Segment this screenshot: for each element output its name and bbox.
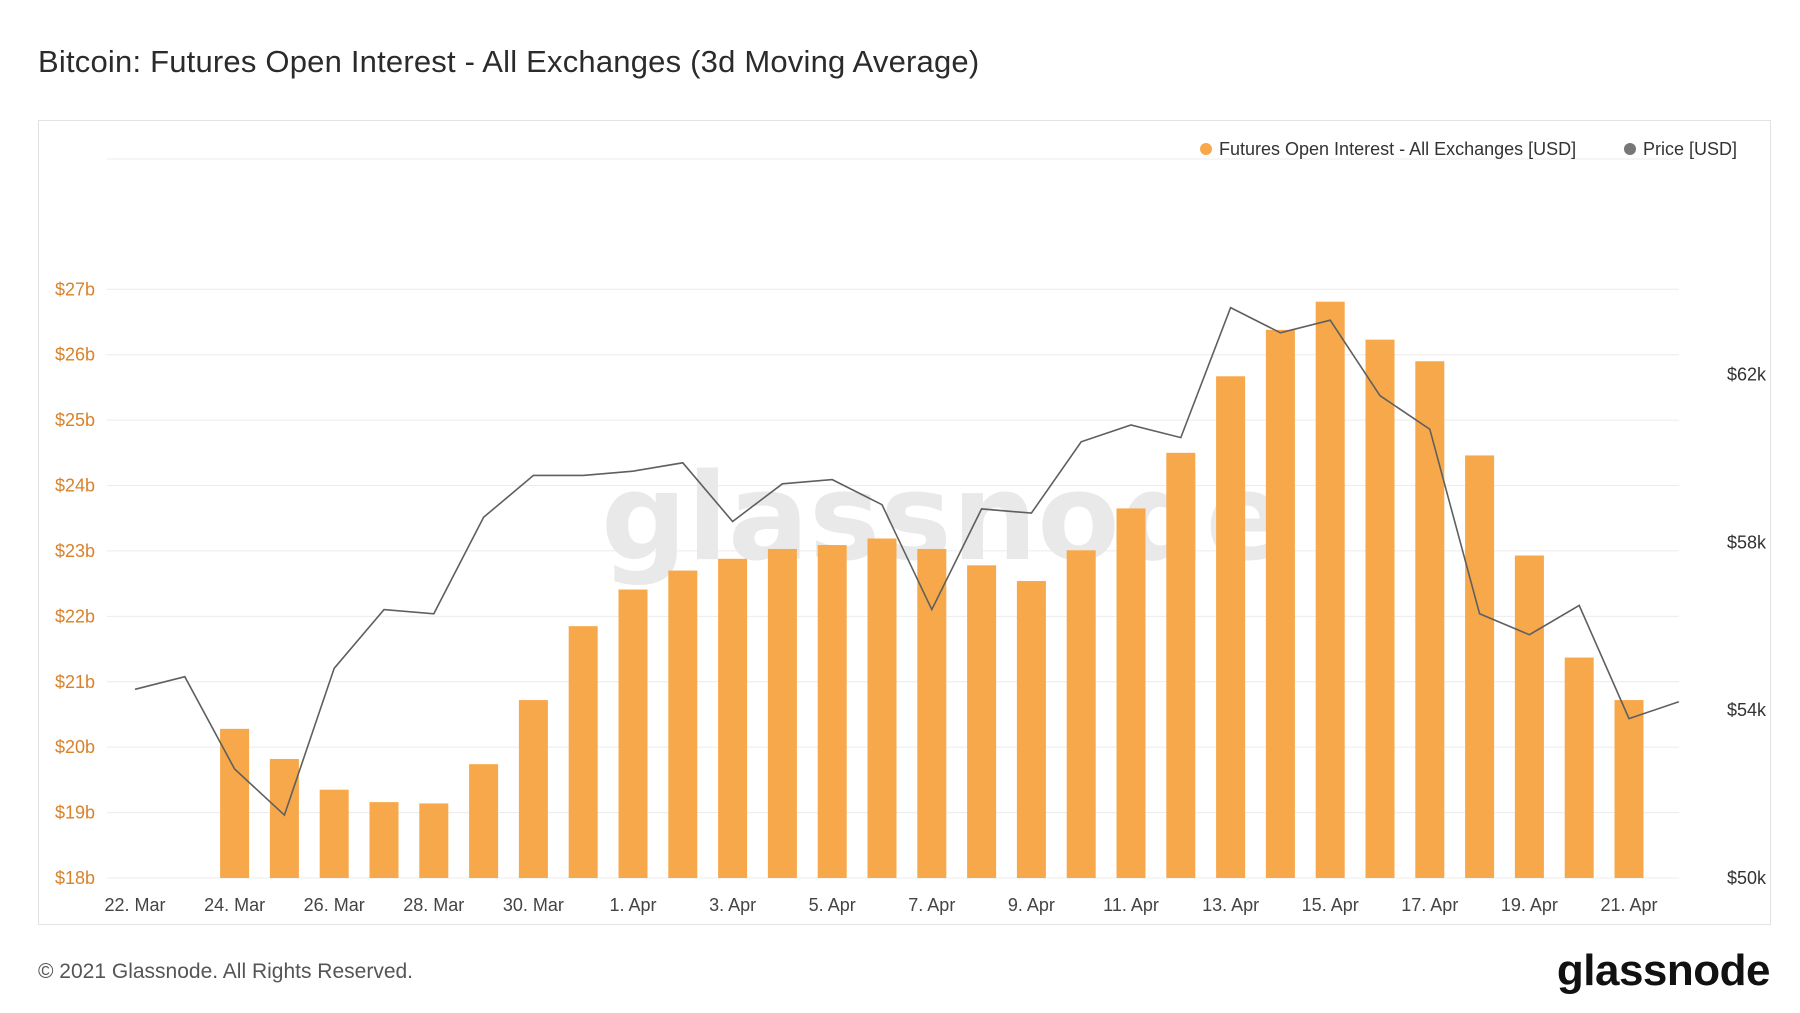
chart: glassnode $18b$19b$20b$21b$22b$23b$24b$2…	[55, 139, 1767, 915]
bar-open-interest[interactable]	[967, 565, 997, 878]
y-right-tick-label: $58k	[1727, 532, 1767, 552]
bar-open-interest[interactable]	[1514, 555, 1544, 878]
bar-open-interest[interactable]	[1216, 376, 1246, 878]
price-line	[134, 306, 1680, 817]
bar-open-interest[interactable]	[469, 764, 499, 878]
bar-open-interest[interactable]	[817, 545, 847, 878]
bar-open-interest[interactable]	[1265, 329, 1295, 879]
x-tick-label: 13. Apr	[1202, 895, 1259, 915]
glassnode-logo: glassnode	[1556, 946, 1771, 995]
bar-open-interest[interactable]	[1016, 581, 1046, 878]
bar-open-interest[interactable]	[220, 728, 250, 878]
x-tick-label: 24. Mar	[204, 895, 265, 915]
y-left-tick-label: $22b	[55, 606, 95, 626]
bar-open-interest[interactable]	[518, 700, 548, 878]
legend-price-label[interactable]: Price [USD]	[1643, 139, 1737, 159]
y-left-tick-label: $19b	[55, 803, 95, 823]
x-tick-label: 17. Apr	[1401, 895, 1458, 915]
x-tick-label: 22. Mar	[104, 895, 165, 915]
y-left-tick-label: $21b	[55, 672, 95, 692]
bar-open-interest[interactable]	[1365, 339, 1395, 878]
x-axis: 22. Mar 24. Mar 26. Mar 28. Mar 30. Mar 1. Ap…	[104, 895, 1657, 915]
y-left-tick-label: $20b	[55, 737, 95, 757]
bar-open-interest[interactable]	[1465, 455, 1495, 878]
x-tick-label: 26. Mar	[304, 895, 365, 915]
chart-panel: glassnode $18b $19b $20b $21b $22b $23b $24b $2…	[38, 120, 1771, 925]
x-tick-label: 30. Mar	[503, 895, 564, 915]
x-tick-label: 28. Mar	[403, 895, 464, 915]
y-left-tick-label: $26b	[55, 345, 95, 365]
bar-open-interest[interactable]	[369, 802, 399, 878]
x-tick-label: 1. Apr	[609, 895, 656, 915]
legend-price-dot	[1624, 143, 1636, 155]
open-interest-bars	[220, 301, 1644, 879]
bar-open-interest[interactable]	[1116, 508, 1146, 878]
bar-open-interest[interactable]	[618, 589, 648, 878]
bar-open-interest[interactable]	[1564, 657, 1594, 878]
y-left-tick-label: $18b	[55, 868, 95, 888]
bar-open-interest[interactable]	[1614, 700, 1644, 878]
x-tick-label: 19. Apr	[1501, 895, 1558, 915]
y-right-tick-label: $54k	[1727, 700, 1767, 720]
bar-open-interest[interactable]	[1066, 550, 1096, 878]
right-axis: $50k $54k $58k $62k	[1727, 365, 1767, 888]
bar-open-interest[interactable]	[668, 570, 698, 878]
legend: Futures Open Interest - All Exchanges [U…	[1200, 139, 1737, 159]
x-tick-label: 15. Apr	[1302, 895, 1359, 915]
bar-open-interest[interactable]	[419, 803, 449, 878]
bar-open-interest[interactable]	[867, 538, 897, 878]
y-left-tick-label: $27b	[55, 279, 95, 299]
x-tick-label: 7. Apr	[908, 895, 955, 915]
y-right-tick-label: $50k	[1727, 868, 1767, 888]
x-tick-label: 3. Apr	[709, 895, 756, 915]
bar-open-interest[interactable]	[1166, 452, 1196, 878]
y-left-tick-label: $23b	[55, 541, 95, 561]
bar-open-interest[interactable]	[1315, 301, 1345, 878]
copyright: © 2021 Glassnode. All Rights Reserved.	[38, 960, 414, 983]
x-tick-label: 9. Apr	[1008, 895, 1055, 915]
y-left-tick-label: $25b	[55, 410, 95, 430]
x-tick-label: 5. Apr	[809, 895, 856, 915]
legend-open-interest-dot	[1200, 143, 1212, 155]
y-left-tick-label: $24b	[55, 476, 95, 496]
x-tick-label: 11. Apr	[1103, 895, 1159, 915]
bar-open-interest[interactable]	[917, 548, 947, 878]
y-right-tick-label: $62k	[1727, 365, 1767, 385]
page-title: Bitcoin: Futures Open Interest - All Exc…	[38, 44, 980, 79]
bar-open-interest[interactable]	[269, 758, 299, 878]
bar-open-interest[interactable]	[319, 789, 349, 878]
left-axis: $18b $19b $20b $21b $22b $23b $24b $25b $26b $27b	[55, 279, 95, 888]
bar-open-interest[interactable]	[1415, 361, 1445, 878]
x-tick-label: 21. Apr	[1600, 895, 1657, 915]
bar-open-interest[interactable]	[568, 626, 598, 878]
legend-open-interest-label[interactable]: Futures Open Interest - All Exchanges [U…	[1219, 139, 1576, 159]
bar-open-interest[interactable]	[767, 548, 797, 878]
bar-open-interest[interactable]	[718, 558, 748, 878]
